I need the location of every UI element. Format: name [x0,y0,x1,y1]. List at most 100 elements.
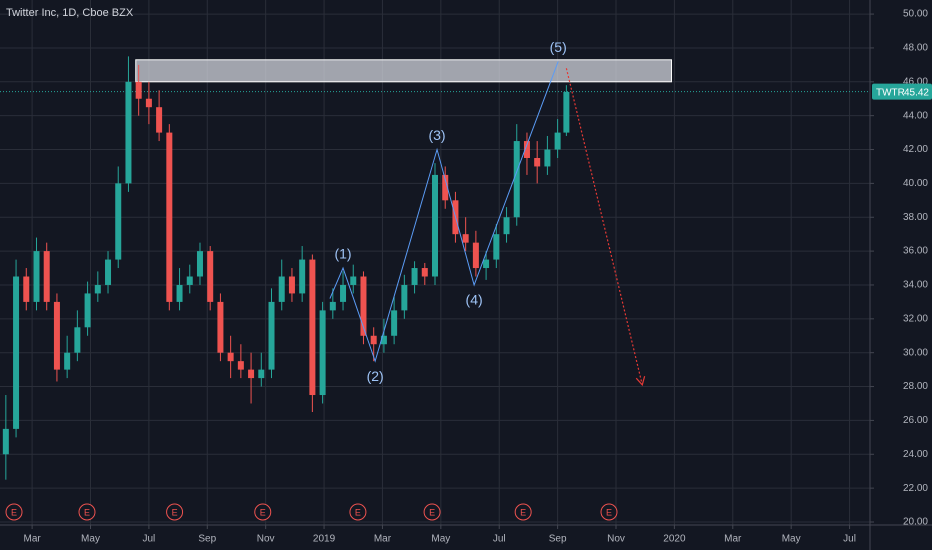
candle-body [135,81,142,99]
y-tick-label: 20.00 [903,517,928,528]
candle-body [350,276,357,285]
candle-body [176,284,183,302]
event-label: E [260,507,266,517]
event-marker [254,503,272,521]
candle-body [186,276,193,285]
chart-title: Twitter Inc, 1D, Cboe BZX [6,7,134,19]
wave-label: (1) [334,246,351,262]
candle-body [483,259,490,269]
event-marker [166,503,184,521]
candle-body [84,293,91,328]
x-tick-label: May [782,534,801,545]
y-tick-label: 34.00 [903,280,928,291]
candle-body [64,352,71,370]
wave-label: (2) [367,368,384,384]
candle-body [248,369,255,379]
x-tick-label: May [81,534,100,545]
x-tick-label: Sep [549,534,567,545]
candle-body [258,369,265,379]
y-tick-label: 40.00 [903,178,928,189]
last-price-label: 45.42 [904,87,929,98]
candle-body [309,259,316,396]
x-tick-label: Nov [257,534,275,545]
x-tick-label: Mar [23,534,41,545]
candle-body [53,301,60,370]
candle-body [13,276,20,429]
candle-body [411,268,418,285]
candle-body [196,251,203,277]
event-marker [514,503,532,521]
event-label: E [84,507,90,517]
x-tick-label: 2020 [663,534,686,545]
candle-body [207,251,214,302]
candle-body [523,141,530,158]
candle-body [370,335,377,345]
candle-body [278,276,285,302]
candle-body [268,301,275,370]
y-tick-label: 30.00 [903,347,928,358]
x-tick-label: Jul [493,534,506,545]
candle-body [421,268,428,277]
candle-body [554,132,561,150]
candle-body [23,276,30,302]
y-tick-label: 42.00 [903,144,928,155]
wave-label: (5) [550,39,567,55]
candle-body [105,259,112,285]
event-marker [5,503,23,521]
candle-body [237,361,244,370]
candle-body [503,217,510,235]
y-tick-label: 50.00 [903,9,928,20]
candle-body [329,301,336,311]
event-marker [349,503,367,521]
y-tick-label: 26.00 [903,415,928,426]
x-tick-label: May [431,534,450,545]
candle-body [442,174,449,201]
candle-body [534,157,541,167]
candle-body [145,98,152,108]
event-marker [78,503,96,521]
candle-body [2,428,9,455]
x-tick-label: Jul [142,534,155,545]
candle-body [319,310,326,396]
x-tick-label: Mar [724,534,742,545]
candle-body [401,284,408,311]
candle-body [227,352,234,362]
plot [0,56,870,480]
x-tick-label: Mar [374,534,392,545]
x-tick-label: Nov [607,534,625,545]
y-tick-label: 22.00 [903,483,928,494]
candle-body [125,81,132,184]
candle-body [217,301,224,353]
y-tick-label: 48.00 [903,43,928,54]
candle-body [563,91,570,133]
candle-body [288,276,295,294]
event-label: E [172,507,178,517]
wave-label: (3) [428,127,445,143]
x-tick-label: Jul [843,534,856,545]
event-marker [600,503,618,521]
candle-body [33,251,40,302]
candle-body [380,335,387,345]
candle-body [166,132,173,302]
candle-body [360,276,367,336]
y-tick-label: 28.00 [903,381,928,392]
candle-body [43,251,50,302]
x-tick-label: Sep [198,534,216,545]
candle-body [462,234,469,243]
candle-body [115,183,122,260]
wave-label: (4) [466,292,483,308]
event-marker [423,503,441,521]
event-label: E [355,507,361,517]
candle-body [94,284,101,294]
wave-line [329,61,559,363]
candle-body [156,107,163,133]
candle-body [432,174,438,277]
y-tick-label: 36.00 [903,246,928,257]
x-tick-label: 2019 [313,534,336,545]
y-tick-label: 44.00 [903,110,928,121]
last-symbol: TWTR [876,87,905,98]
y-tick-label: 24.00 [903,449,928,460]
candle-body [472,242,479,269]
